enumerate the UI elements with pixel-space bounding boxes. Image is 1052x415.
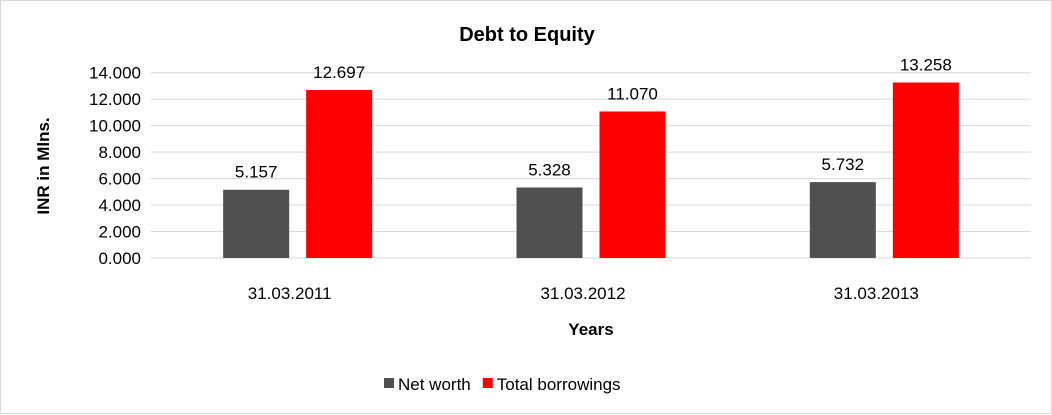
bar-net-worth <box>223 189 290 258</box>
bars: 5.157 12.697 5.328 11.070 5.732 13.258 <box>223 56 959 258</box>
bar-total-borrowings <box>306 89 373 258</box>
legend: Net worth Total borrowings <box>384 375 621 394</box>
x-axis-label: Years <box>568 320 613 339</box>
x-tick-labels: 31.03.2011 31.03.2012 31.03.2013 <box>248 284 919 303</box>
data-label: 5.328 <box>528 160 571 179</box>
y-tick-labels: 0.000 2.000 4.000 6.000 8.000 10.000 12.000 14.… <box>89 64 141 268</box>
y-tick-label: 0.000 <box>98 249 141 268</box>
x-tick-label: 31.03.2012 <box>540 284 625 303</box>
data-label: 5.157 <box>235 163 278 182</box>
y-tick-label: 14.000 <box>89 64 141 83</box>
y-tick-label: 2.000 <box>98 223 141 242</box>
bar-net-worth <box>809 182 876 258</box>
y-tick-label: 10.000 <box>89 117 141 136</box>
legend-swatch <box>482 378 493 388</box>
y-tick-label: 4.000 <box>98 196 141 215</box>
x-tick-label: 31.03.2013 <box>834 284 919 303</box>
data-label: 13.258 <box>900 56 952 75</box>
gridlines <box>151 72 1031 259</box>
bar-net-worth <box>516 187 583 258</box>
data-label: 12.697 <box>313 63 365 82</box>
y-tick-label: 8.000 <box>98 143 141 162</box>
y-tick-label: 12.000 <box>89 90 141 109</box>
legend-swatch <box>384 378 394 388</box>
legend-label: Total borrowings <box>497 375 621 394</box>
chart-title: Debt to Equity <box>459 24 595 46</box>
data-label: 5.732 <box>822 155 865 174</box>
legend-label: Net worth <box>398 375 471 394</box>
y-tick-label: 6.000 <box>98 170 141 189</box>
bar-total-borrowings <box>599 111 666 258</box>
bar-total-borrowings <box>892 82 959 258</box>
y-axis-label: INR in Mlns. <box>34 117 53 214</box>
x-tick-label: 31.03.2011 <box>248 284 332 303</box>
data-label: 11.070 <box>607 84 658 103</box>
